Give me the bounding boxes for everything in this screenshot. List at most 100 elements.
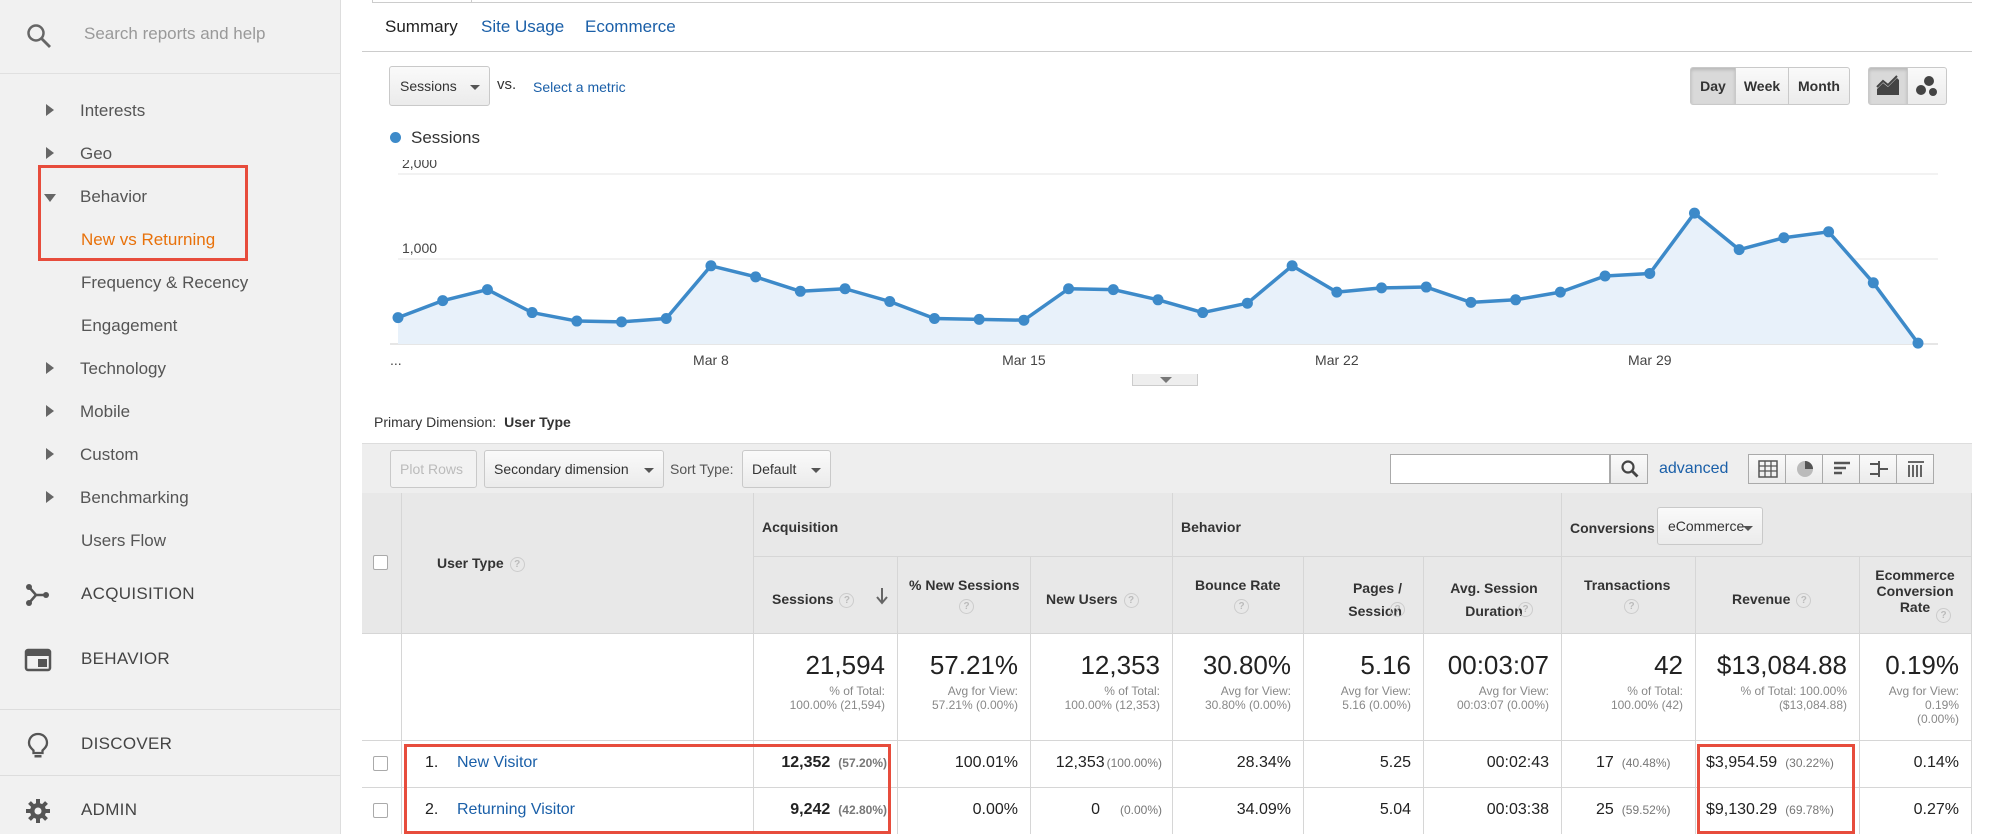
sidebar-section-behavior[interactable]: BEHAVIOR <box>0 631 340 687</box>
data-point[interactable] <box>1197 307 1209 319</box>
data-point[interactable] <box>839 283 851 295</box>
column-header-revenue[interactable]: Revenue? <box>1696 557 1860 634</box>
data-point[interactable] <box>1733 244 1745 256</box>
sidebar-search[interactable]: Search reports and help <box>0 0 340 74</box>
tab-summary[interactable]: Summary <box>385 17 458 36</box>
plot-rows-button[interactable]: Plot Rows <box>390 450 477 488</box>
help-icon[interactable]: ? <box>1796 592 1812 608</box>
column-header-sessions[interactable]: Sessions? <box>754 557 898 634</box>
help-icon[interactable]: ? <box>1624 599 1639 614</box>
sidebar-item-engagement[interactable]: Engagement <box>0 306 340 346</box>
conversions-select[interactable]: eCommerce <box>1657 507 1763 545</box>
granularity-month[interactable]: Month <box>1788 67 1850 105</box>
data-point[interactable] <box>1823 226 1835 238</box>
data-point[interactable] <box>1867 277 1879 289</box>
data-point[interactable] <box>1912 337 1924 349</box>
data-point[interactable] <box>1599 270 1611 282</box>
data-point[interactable] <box>928 313 940 324</box>
column-header-user-type[interactable]: User Type? <box>402 493 754 634</box>
data-point[interactable] <box>1286 260 1298 272</box>
user-type-link[interactable]: Returning Visitor <box>457 801 575 818</box>
data-point[interactable] <box>750 271 762 283</box>
user-type-link[interactable]: New Visitor <box>457 754 538 771</box>
data-point[interactable] <box>1241 297 1253 309</box>
help-icon[interactable]: ? <box>1936 608 1951 623</box>
sidebar-section-acquisition[interactable]: ACQUISITION <box>0 566 340 622</box>
view-pie-button[interactable] <box>1785 454 1823 484</box>
sidebar-item-behavior[interactable]: Behavior <box>0 177 340 217</box>
granularity-week[interactable]: Week <box>1735 67 1789 105</box>
data-point[interactable] <box>1063 283 1075 295</box>
data-point[interactable] <box>1465 296 1477 308</box>
help-icon[interactable]: ? <box>1518 602 1533 617</box>
data-point[interactable] <box>1018 314 1030 326</box>
data-point[interactable] <box>1152 294 1164 306</box>
sidebar-item-custom[interactable]: Custom <box>0 435 340 475</box>
view-comparison-button[interactable] <box>1859 454 1897 484</box>
data-point[interactable] <box>392 312 404 324</box>
tab-site-usage[interactable]: Site Usage <box>481 17 565 36</box>
sidebar-section-discover[interactable]: DISCOVER <box>0 716 340 772</box>
table-search-button[interactable] <box>1610 454 1648 484</box>
data-point[interactable] <box>1554 286 1566 298</box>
data-point[interactable] <box>1376 282 1388 294</box>
row-checkbox[interactable] <box>373 803 388 818</box>
column-header-ecommerce-conversion-rate[interactable]: Ecommerce Conversion Rate ? <box>1860 557 1972 634</box>
data-point[interactable] <box>481 284 493 296</box>
view-performance-button[interactable] <box>1822 454 1860 484</box>
sidebar-item-technology[interactable]: Technology <box>0 349 340 389</box>
motion-chart-toggle[interactable] <box>1907 67 1947 105</box>
data-point[interactable] <box>1420 281 1432 293</box>
data-point[interactable] <box>705 260 717 272</box>
tab-ecommerce[interactable]: Ecommerce <box>585 17 676 36</box>
sidebar-section-admin[interactable]: ADMIN <box>0 782 340 834</box>
primary-dimension-value[interactable]: User Type <box>504 414 571 430</box>
column-header-new-sessions[interactable]: % New Sessions ? <box>898 557 1031 634</box>
help-icon[interactable]: ? <box>1123 592 1139 608</box>
help-icon[interactable]: ? <box>509 556 525 572</box>
column-header-new-users[interactable]: New Users? <box>1031 557 1173 634</box>
sidebar-item-users-flow[interactable]: Users Flow <box>0 521 340 561</box>
secondary-dimension-select[interactable]: Secondary dimension <box>484 450 664 488</box>
row-checkbox[interactable] <box>373 756 388 771</box>
view-table-button[interactable] <box>1748 454 1786 484</box>
chart-collapse-handle[interactable] <box>1132 374 1198 386</box>
data-point[interactable] <box>1778 232 1790 244</box>
sidebar-item-new-vs-returning[interactable]: New vs Returning <box>0 220 340 260</box>
sidebar-item-interests[interactable]: Interests <box>0 91 340 131</box>
help-icon[interactable]: ? <box>959 599 974 614</box>
table-search-input[interactable] <box>1390 454 1610 484</box>
data-point[interactable] <box>571 315 583 327</box>
data-point[interactable] <box>1510 294 1522 306</box>
data-point[interactable] <box>794 285 806 297</box>
sort-type-select[interactable]: Default <box>742 450 831 488</box>
column-header-avg-session-duration[interactable]: Avg. Session Duration ? <box>1424 557 1562 634</box>
sidebar-item-frequency-recency[interactable]: Frequency & Recency <box>0 263 340 303</box>
data-point[interactable] <box>526 307 538 319</box>
data-point[interactable] <box>1107 284 1119 296</box>
data-point[interactable] <box>1644 267 1656 279</box>
data-point[interactable] <box>437 295 449 307</box>
data-point[interactable] <box>1688 207 1700 219</box>
data-point[interactable] <box>616 316 628 328</box>
data-point[interactable] <box>660 313 672 324</box>
sidebar-item-mobile[interactable]: Mobile <box>0 392 340 432</box>
column-header-bounce-rate[interactable]: Bounce Rate ? <box>1173 557 1304 634</box>
select-all-checkbox[interactable] <box>373 555 388 570</box>
help-icon[interactable]: ? <box>1234 599 1249 614</box>
column-header-pages-session[interactable]: Pages / Session ? <box>1304 557 1424 634</box>
help-icon[interactable]: ? <box>839 592 855 608</box>
metric-select[interactable]: Sessions <box>389 66 490 106</box>
granularity-day[interactable]: Day <box>1690 67 1736 105</box>
sidebar-item-geo[interactable]: Geo <box>0 134 340 174</box>
help-icon[interactable]: ? <box>1390 602 1405 617</box>
data-point[interactable] <box>973 313 985 325</box>
sidebar-item-benchmarking[interactable]: Benchmarking <box>0 478 340 518</box>
advanced-filter-link[interactable]: advanced <box>1659 460 1729 477</box>
view-pivot-button[interactable] <box>1896 454 1934 484</box>
line-chart-toggle[interactable] <box>1868 67 1908 105</box>
select-metric-link[interactable]: Select a metric <box>533 79 626 95</box>
data-point[interactable] <box>1331 286 1343 298</box>
data-point[interactable] <box>884 296 896 307</box>
column-header-transactions[interactable]: Transactions ? <box>1562 557 1696 634</box>
